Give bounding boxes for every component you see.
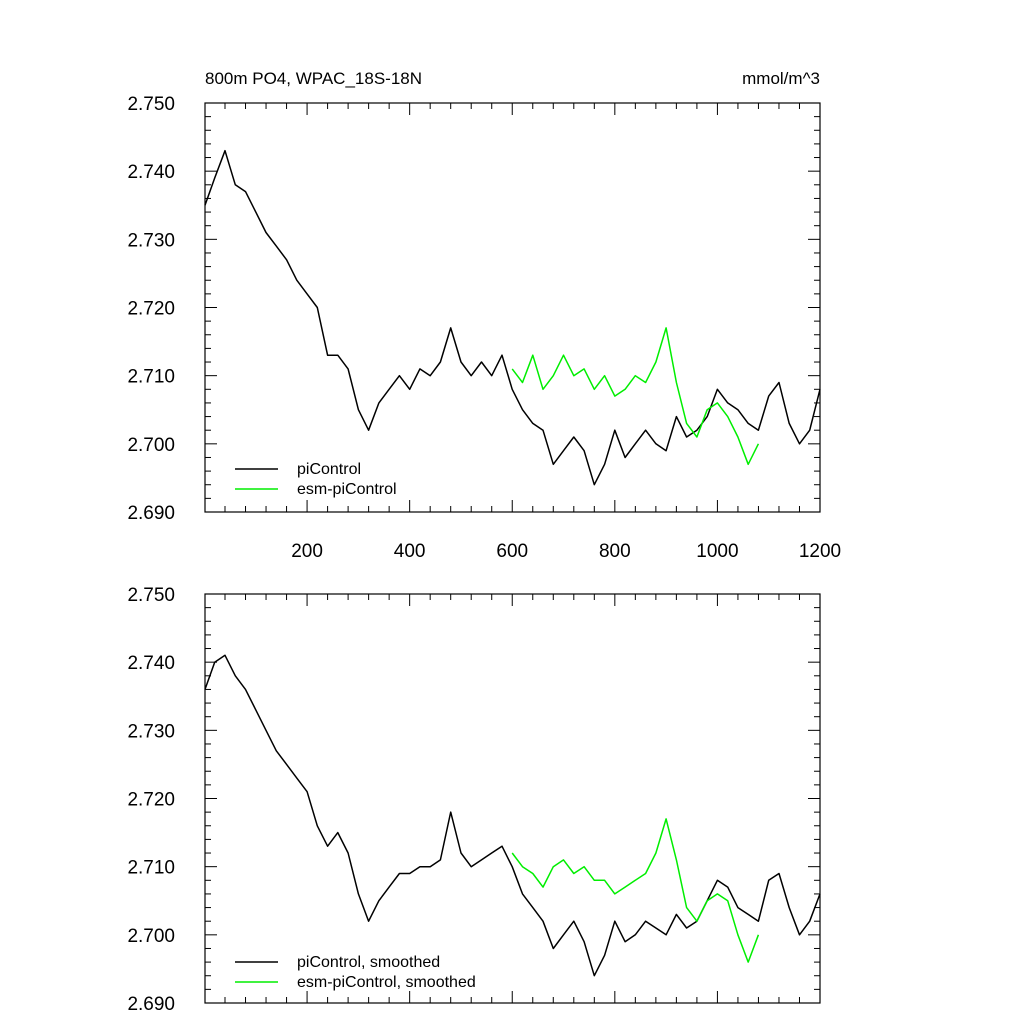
bottom-series-lines: [204, 654, 821, 977]
bottom-legend: piControl, smoothed esm-piControl, smoot…: [235, 954, 476, 991]
y-tick-label: 2.730: [127, 721, 175, 742]
x-tick-label: 1000: [696, 541, 738, 562]
legend-label-picontrol: piControl: [297, 461, 361, 478]
top-axes: 2.690 2.700 2.710 2.720 2.730 2.740 2.750 200 40…: [127, 94, 841, 562]
y-tick-label: 2.740: [127, 653, 175, 674]
legend-label-esm-picontrol-smoothed: esm-piControl, smoothed: [297, 974, 476, 991]
bottom-panel: 2.690 2.700 2.710 2.720 2.730 2.740 2.750 piCo…: [127, 585, 821, 1015]
y-tick-label: 2.750: [127, 94, 175, 115]
series-line-picontrol-smoothed: [204, 654, 821, 977]
plot-frame: [204, 102, 821, 513]
legend-label-picontrol-smoothed: piControl, smoothed: [297, 954, 440, 971]
y-tick-label: 2.740: [127, 162, 175, 183]
y-tick-label: 2.700: [127, 926, 175, 947]
units-label: mmol/m^3: [742, 69, 820, 88]
y-tick-label: 2.710: [127, 367, 175, 388]
legend-label-esm-picontrol: esm-piControl: [297, 481, 397, 498]
x-tick-label: 400: [394, 541, 426, 562]
y-tick-label: 2.720: [127, 299, 175, 320]
y-tick-label: 2.750: [127, 585, 175, 606]
top-panel: 800m PO4, WPAC_18S-18N mmol/m^3 2.690 2.7…: [127, 69, 841, 562]
chart-title: 800m PO4, WPAC_18S-18N: [205, 69, 422, 88]
x-tick-label: 600: [496, 541, 528, 562]
bottom-axes: 2.690 2.700 2.710 2.720 2.730 2.740 2.750: [127, 585, 821, 1015]
y-tick-label: 2.690: [127, 994, 175, 1015]
series-line-esm-picontrol-smoothed: [511, 818, 760, 963]
x-tick-label: 800: [599, 541, 631, 562]
y-tick-label: 2.720: [127, 790, 175, 811]
y-tick-label: 2.690: [127, 503, 175, 524]
plot-frame: [204, 593, 821, 1004]
series-line-picontrol: [204, 149, 821, 486]
top-legend: piControl esm-piControl: [235, 461, 397, 498]
x-tick-label: 200: [291, 541, 323, 562]
y-tick-label: 2.700: [127, 435, 175, 456]
y-tick-label: 2.730: [127, 230, 175, 251]
y-tick-label: 2.710: [127, 858, 175, 879]
x-tick-label: 1200: [799, 541, 841, 562]
top-series-lines: [204, 149, 821, 486]
series-line-esm-picontrol: [511, 327, 760, 466]
